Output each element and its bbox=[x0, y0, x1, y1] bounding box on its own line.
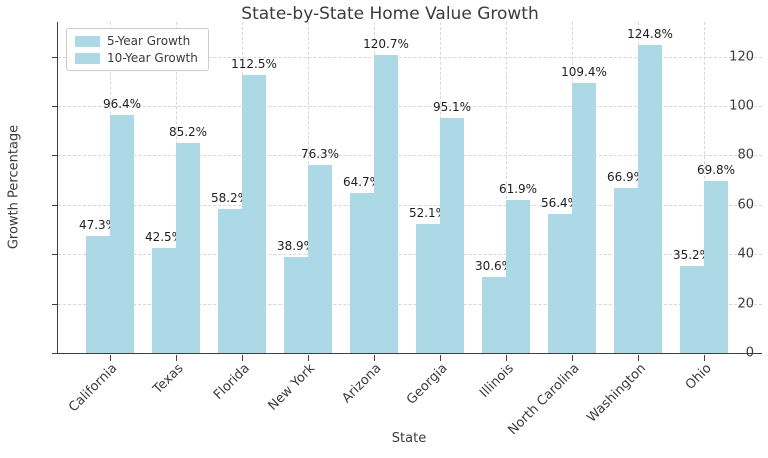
x-tick-label: Georgia bbox=[403, 361, 451, 408]
value-label: 52.1% bbox=[408, 206, 448, 221]
bar-5yr bbox=[416, 224, 440, 353]
value-label: 35.2% bbox=[672, 248, 712, 263]
plot-area: 5-Year Growth 10-Year Growth 0 20 40 60 80 100… bbox=[52, 22, 762, 438]
bar-10yr bbox=[308, 164, 332, 353]
x-tick-label: Ohio bbox=[682, 361, 715, 393]
bar-10yr bbox=[506, 200, 530, 353]
x-tick-label: Illinois bbox=[476, 361, 517, 401]
x-tick-mark bbox=[506, 355, 507, 361]
value-label: 56.4% bbox=[540, 195, 580, 210]
bar-5yr bbox=[680, 266, 704, 353]
bar-10yr bbox=[704, 180, 728, 353]
x-tick-mark bbox=[572, 355, 573, 361]
x-axis-label: State bbox=[391, 431, 427, 446]
bar-10yr bbox=[110, 114, 134, 353]
y-tick-mark bbox=[52, 353, 57, 354]
value-label: 58.2% bbox=[210, 191, 250, 206]
x-tick-label: California bbox=[66, 361, 121, 416]
y-tick-label: 100 bbox=[729, 98, 754, 114]
x-tick-label: Washington bbox=[583, 361, 649, 426]
y-tick-mark bbox=[52, 204, 57, 206]
y-tick-label: 0 bbox=[745, 345, 754, 361]
legend-label: 10-Year Growth bbox=[107, 51, 198, 65]
value-label: 96.4% bbox=[102, 96, 142, 111]
value-label: 124.8% bbox=[627, 26, 673, 41]
legend-label: 5-Year Growth bbox=[107, 34, 191, 48]
y-tick-mark bbox=[52, 56, 57, 58]
y-tick-label: 60 bbox=[737, 197, 754, 213]
bar-10yr bbox=[572, 82, 596, 353]
x-tick-label: Arizona bbox=[339, 361, 385, 407]
chart-title: State-by-State Home Value Growth bbox=[241, 4, 539, 24]
y-tick-label: 20 bbox=[737, 296, 754, 312]
value-label: 64.7% bbox=[342, 175, 382, 190]
bar-10yr bbox=[638, 44, 662, 353]
legend-swatch-icon bbox=[75, 52, 100, 64]
y-gridline bbox=[58, 155, 762, 157]
legend-swatch-icon bbox=[75, 35, 100, 47]
x-tick-mark bbox=[374, 355, 375, 361]
value-label: 47.3% bbox=[78, 218, 118, 233]
x-gridline bbox=[506, 22, 507, 353]
bar-5yr bbox=[614, 187, 638, 353]
value-label: 66.9% bbox=[606, 169, 646, 184]
x-tick-label: North Carolina bbox=[505, 361, 583, 439]
legend-item: 10-Year Growth bbox=[75, 51, 198, 65]
x-tick-mark bbox=[704, 355, 705, 361]
bar-5yr bbox=[152, 248, 176, 353]
value-label: 120.7% bbox=[363, 36, 409, 51]
bar-10yr bbox=[242, 75, 266, 353]
bar-5yr bbox=[482, 277, 506, 353]
value-label: 30.6% bbox=[474, 259, 514, 274]
y-tick-mark bbox=[52, 105, 57, 107]
value-label: 42.5% bbox=[144, 230, 184, 245]
bar-10yr bbox=[374, 54, 398, 353]
x-tick-mark bbox=[242, 355, 243, 361]
bar-10yr bbox=[176, 142, 200, 353]
value-label: 69.8% bbox=[696, 162, 736, 177]
x-tick-mark bbox=[308, 355, 309, 361]
y-axis-label: Growth Percentage bbox=[6, 124, 22, 250]
bar-5yr bbox=[86, 236, 110, 353]
value-label: 112.5% bbox=[231, 57, 277, 72]
y-gridline bbox=[58, 204, 762, 206]
value-label: 61.9% bbox=[498, 182, 538, 197]
x-tick-mark bbox=[638, 355, 639, 361]
legend-item: 5-Year Growth bbox=[75, 34, 198, 48]
x-tick-mark bbox=[110, 355, 111, 361]
y-tick-label: 40 bbox=[737, 246, 754, 262]
y-tick-mark bbox=[52, 303, 57, 305]
y-tick-label: 120 bbox=[729, 49, 754, 65]
y-gridline bbox=[58, 105, 762, 107]
x-tick-mark bbox=[176, 355, 177, 361]
value-label: 95.1% bbox=[432, 100, 472, 115]
bar-10yr bbox=[440, 118, 464, 353]
bar-5yr bbox=[218, 209, 242, 353]
x-tick-label: Texas bbox=[150, 361, 187, 398]
x-tick-mark bbox=[440, 355, 441, 361]
bar-5yr bbox=[350, 193, 374, 353]
value-label: 109.4% bbox=[561, 64, 607, 79]
x-tick-label: Florida bbox=[210, 361, 253, 403]
bar-5yr bbox=[548, 213, 572, 353]
y-gridline bbox=[58, 56, 762, 58]
bar-5yr bbox=[284, 256, 308, 353]
y-gridline bbox=[58, 254, 762, 256]
value-label: 85.2% bbox=[168, 124, 208, 139]
y-tick-mark bbox=[52, 254, 57, 256]
value-label: 76.3% bbox=[300, 146, 340, 161]
x-tick-label: New York bbox=[265, 361, 319, 414]
y-tick-mark bbox=[52, 155, 57, 157]
y-gridline bbox=[58, 303, 762, 305]
legend: 5-Year Growth 10-Year Growth bbox=[66, 28, 209, 71]
y-tick-label: 80 bbox=[737, 147, 754, 163]
value-label: 38.9% bbox=[276, 238, 316, 253]
